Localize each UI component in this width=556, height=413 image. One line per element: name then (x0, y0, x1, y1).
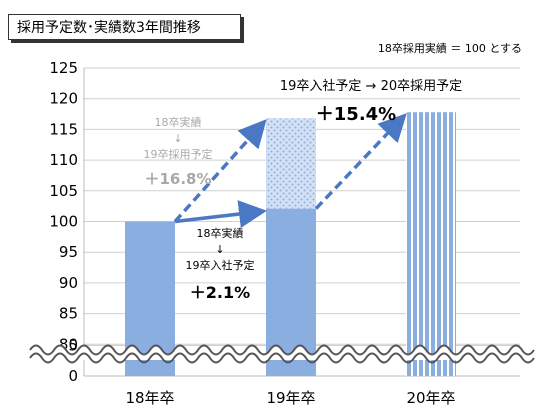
annotation-value: ＋15.4% (316, 104, 396, 125)
arrow-18-to-19-actual (174, 200, 267, 228)
annotation-line: 19卒入社予定 (186, 258, 255, 272)
x-axis-labels: 18年卒 19年卒 20年卒 (125, 389, 455, 407)
annotation-gray-line: ↓ (173, 132, 182, 145)
y-tick-label: 115 (49, 120, 78, 138)
y-tick-label: 105 (49, 182, 78, 200)
annotations: 18卒実績 ↓ 19卒採用予定 ＋16.8% 18卒実績 ↓ 19卒入社予定 ＋2.1% 19卒… (144, 78, 463, 302)
bar-planned-19年卒 (266, 118, 316, 209)
annotation-gray-value: ＋16.8% (144, 170, 211, 188)
x-tick-label: 20年卒 (406, 389, 455, 407)
arrows (173, 113, 407, 228)
axis-break-mask (30, 345, 534, 360)
axis-break (29, 344, 535, 364)
y-tick-label: 95 (59, 243, 78, 261)
arrow-18-to-19-planned (173, 119, 267, 223)
arrow-19-to-20-planned (314, 113, 407, 210)
y-tick-label: 125 (49, 59, 78, 77)
bars (125, 112, 456, 376)
y-tick-label: 85 (59, 305, 78, 323)
y-tick-label: 110 (49, 151, 78, 169)
y-tick-label: 5 (68, 337, 78, 355)
chart-title: 採用予定数･実績数3年間推移 (8, 14, 241, 40)
baseline-note: 18卒採用実績 ＝ 100 とする (377, 42, 522, 55)
axis-break-line-top (29, 344, 535, 356)
y-tick-label: 90 (59, 274, 78, 292)
annotation-line: 18卒実績 (197, 226, 244, 240)
annotation-value: ＋2.1% (190, 283, 250, 302)
x-tick-label: 19年卒 (266, 389, 315, 407)
y-tick-label: 100 (49, 213, 78, 231)
y-tick-label: 0 (68, 367, 78, 385)
annotation-line: 19卒入社予定 → 20卒採用予定 (280, 78, 462, 94)
axis-break-line-bottom (29, 352, 535, 364)
bar-20年卒 (406, 112, 456, 376)
annotation-gray-line: 18卒実績 (155, 115, 202, 129)
annotation-line: ↓ (215, 243, 224, 256)
y-tick-label: 120 (49, 90, 78, 108)
annotation-gray-line: 19卒採用予定 (144, 147, 213, 161)
x-tick-label: 18年卒 (125, 389, 174, 407)
